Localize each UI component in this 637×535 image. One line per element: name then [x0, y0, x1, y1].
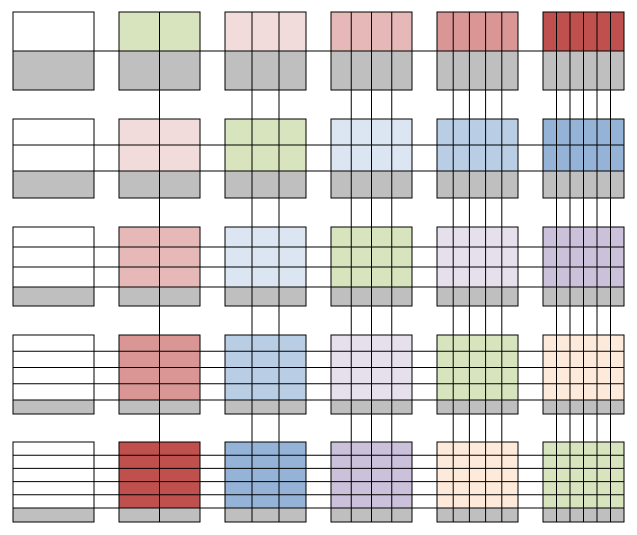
block-border: [118, 334, 201, 415]
block-border: [330, 441, 413, 523]
block-border: [118, 441, 201, 523]
block-border: [542, 226, 625, 307]
gray-strip: [437, 400, 518, 414]
block-border: [224, 118, 307, 199]
gray-strip: [225, 400, 306, 414]
gray-strip: [437, 508, 518, 522]
block-border: [12, 11, 95, 91]
block-border: [118, 11, 201, 91]
gray-strip: [437, 51, 518, 90]
block-border: [436, 226, 519, 307]
block-border: [330, 334, 413, 415]
block-border: [542, 441, 625, 523]
gray-strip: [225, 51, 306, 90]
cell-block: [225, 12, 306, 51]
block-border: [12, 226, 95, 307]
cell-block: [437, 227, 518, 287]
block-border: [118, 226, 201, 307]
gray-strip: [13, 51, 94, 90]
block-border: [12, 118, 95, 199]
block-border: [12, 334, 95, 415]
gray-strip: [225, 171, 306, 198]
block-border: [542, 11, 625, 91]
block-border: [330, 226, 413, 307]
block-border: [224, 441, 307, 523]
block-border: [12, 441, 95, 523]
gray-strip: [13, 400, 94, 414]
cell-block: [13, 227, 94, 287]
block-border: [224, 11, 307, 91]
gray-strip: [437, 287, 518, 306]
cell-block: [225, 442, 306, 508]
cell-block: [437, 442, 518, 508]
cell-block: [225, 227, 306, 287]
gray-strip: [437, 171, 518, 198]
gray-strip: [13, 287, 94, 306]
gray-strip: [13, 171, 94, 198]
block-border: [436, 11, 519, 91]
block-border: [224, 226, 307, 307]
cell-block: [437, 12, 518, 51]
cell-block: [13, 442, 94, 508]
gray-strip: [13, 508, 94, 522]
block-border: [330, 118, 413, 199]
block-border: [436, 334, 519, 415]
block-border: [224, 334, 307, 415]
block-border: [436, 441, 519, 523]
block-border: [118, 118, 201, 199]
cell-block: [13, 12, 94, 51]
block-border: [542, 334, 625, 415]
block-border: [330, 11, 413, 91]
gray-strip: [225, 287, 306, 306]
block-border: [542, 118, 625, 199]
gray-strip: [225, 508, 306, 522]
block-border: [436, 118, 519, 199]
